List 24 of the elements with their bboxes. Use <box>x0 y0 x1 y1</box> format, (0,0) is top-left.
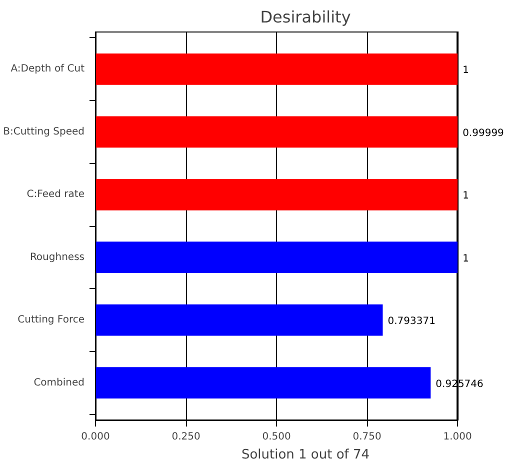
data-label: 0.793371 <box>388 316 436 328</box>
data-label: 1 <box>462 65 469 76</box>
data-label: 1 <box>462 190 469 202</box>
bar <box>96 304 383 336</box>
y-tick-label: C:Feed rate <box>26 189 85 200</box>
y-tick-label: Combined <box>34 377 85 388</box>
y-tick-label: Roughness <box>30 252 85 263</box>
x-tick-label: 0.000 <box>81 432 110 442</box>
chart-title: Desirability <box>260 8 351 26</box>
data-label: 1 <box>462 253 469 264</box>
y-tick-label: B:Cutting Speed <box>3 126 85 138</box>
bar <box>96 178 458 210</box>
x-tick-label: 1.000 <box>443 432 472 442</box>
y-tick-label: A:Depth of Cut <box>10 64 85 75</box>
bar <box>96 242 458 274</box>
x-axis-title: Solution 1 out of 74 <box>241 448 370 462</box>
y-tick-label: Cutting Force <box>18 314 85 326</box>
data-label: 0.99999 <box>462 128 504 139</box>
x-tick-label: 0.500 <box>262 432 291 442</box>
bar <box>96 367 431 399</box>
x-tick-label: 0.250 <box>172 432 200 442</box>
x-tick-label: 0.750 <box>352 432 382 442</box>
bar <box>96 53 458 85</box>
bar <box>96 116 458 148</box>
